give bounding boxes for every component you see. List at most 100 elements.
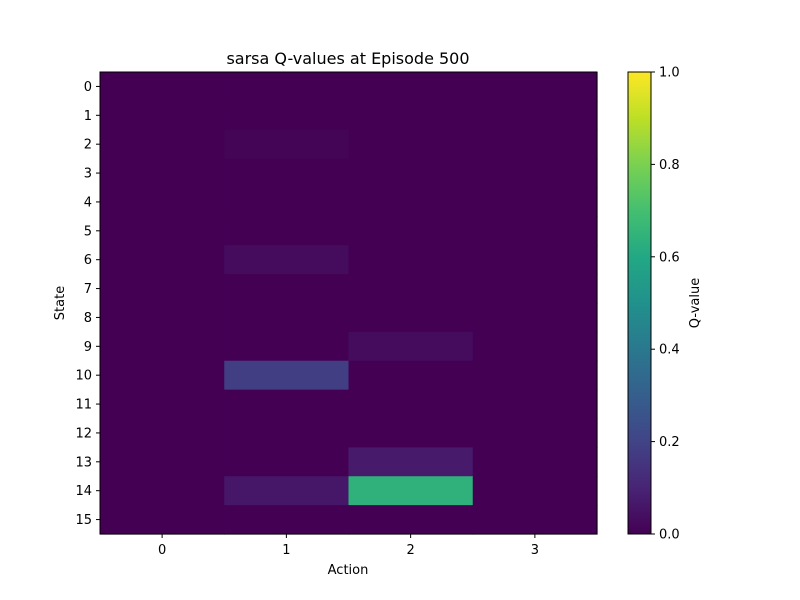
heatmap-cell bbox=[224, 245, 350, 275]
heatmap-cell bbox=[472, 389, 598, 420]
heatmap-cell bbox=[100, 476, 225, 506]
heatmap-cell bbox=[224, 418, 350, 448]
heatmap-cell bbox=[472, 303, 598, 333]
y-tick-label: 5 bbox=[84, 224, 92, 239]
heatmap-cell bbox=[348, 100, 474, 131]
heatmap-cell bbox=[100, 447, 225, 477]
heatmap-cell bbox=[472, 158, 598, 189]
heatmap-cell bbox=[224, 476, 350, 506]
heatmap-cell bbox=[224, 158, 350, 189]
colorbar-tick-label: 0.4 bbox=[659, 343, 680, 358]
heatmap-cell bbox=[100, 331, 225, 362]
x-tick-label: 3 bbox=[531, 543, 539, 558]
heatmap-cell bbox=[100, 274, 225, 304]
x-tick-label: 2 bbox=[406, 543, 414, 558]
heatmap-cell bbox=[348, 216, 474, 246]
heatmap-cell bbox=[472, 216, 598, 246]
heatmap-cells bbox=[100, 72, 598, 535]
heatmap-cell bbox=[224, 447, 350, 477]
heatmap-cell bbox=[472, 72, 598, 102]
colorbar-tick-label: 0.2 bbox=[659, 435, 680, 450]
y-tick-label: 15 bbox=[75, 513, 92, 528]
heatmap-cell bbox=[224, 187, 350, 217]
heatmap-cell bbox=[224, 360, 350, 391]
heatmap-cell bbox=[472, 245, 598, 275]
heatmap-cell bbox=[472, 129, 598, 160]
colorbar-tick-label: 0.8 bbox=[659, 158, 680, 173]
heatmap-cell bbox=[100, 72, 225, 102]
heatmap-cell bbox=[348, 418, 474, 448]
heatmap-cell bbox=[348, 274, 474, 304]
y-tick-label: 2 bbox=[84, 138, 92, 153]
heatmap-cell bbox=[348, 158, 474, 189]
heatmap-cell bbox=[472, 331, 598, 362]
heatmap-cell bbox=[224, 216, 350, 246]
heatmap-cell bbox=[348, 331, 474, 362]
heatmap-cell bbox=[472, 447, 598, 477]
heatmap-cell bbox=[472, 100, 598, 131]
heatmap-cell bbox=[348, 476, 474, 506]
chart-title: sarsa Q-values at Episode 500 bbox=[226, 49, 469, 68]
heatmap-cell bbox=[348, 360, 474, 391]
y-tick-label: 6 bbox=[84, 253, 92, 268]
heatmap-cell bbox=[224, 303, 350, 333]
y-tick-label: 14 bbox=[75, 484, 92, 499]
heatmap-cell bbox=[100, 303, 225, 333]
heatmap-cell bbox=[100, 245, 225, 275]
colorbar-tick-label: 0.0 bbox=[659, 528, 680, 543]
colorbar-label: Q-value bbox=[688, 278, 703, 328]
heatmap-cell bbox=[472, 360, 598, 391]
x-tick-label: 1 bbox=[282, 543, 290, 558]
heatmap-cell bbox=[348, 245, 474, 275]
y-tick-label: 0 bbox=[84, 80, 92, 95]
heatmap-cell bbox=[348, 303, 474, 333]
heatmap-cell bbox=[224, 505, 350, 535]
heatmap-cell bbox=[100, 129, 225, 160]
heatmap-cell bbox=[472, 505, 598, 535]
heatmap-cell bbox=[224, 274, 350, 304]
heatmap-cell bbox=[348, 129, 474, 160]
heatmap-cell bbox=[224, 331, 350, 362]
y-tick-label: 8 bbox=[84, 311, 92, 326]
heatmap-cell bbox=[100, 100, 225, 131]
heatmap-cell bbox=[472, 476, 598, 506]
colorbar-tick-label: 0.6 bbox=[659, 250, 680, 265]
heatmap-cell bbox=[100, 216, 225, 246]
x-axis-label: Action bbox=[328, 563, 369, 578]
heatmap-cell bbox=[348, 187, 474, 217]
heatmap-cell bbox=[100, 360, 225, 391]
heatmap-cell bbox=[224, 100, 350, 131]
heatmap-cell bbox=[472, 274, 598, 304]
y-axis-label: State bbox=[53, 286, 68, 320]
colorbar-tick-label: 1.0 bbox=[659, 66, 680, 81]
y-tick-label: 4 bbox=[84, 195, 92, 210]
heatmap-cell bbox=[348, 72, 474, 102]
heatmap-cell bbox=[100, 158, 225, 189]
x-axis-ticks: 0 1 2 3 bbox=[158, 534, 539, 558]
heatmap-cell bbox=[348, 505, 474, 535]
y-tick-label: 11 bbox=[75, 398, 92, 413]
heatmap-cell bbox=[348, 389, 474, 420]
heatmap-cell bbox=[224, 72, 350, 102]
y-tick-label: 7 bbox=[84, 282, 92, 297]
y-tick-label: 3 bbox=[84, 167, 92, 182]
heatmap-cell bbox=[100, 187, 225, 217]
y-tick-label: 1 bbox=[84, 109, 92, 124]
heatmap-cell bbox=[100, 389, 225, 420]
heatmap-cell bbox=[224, 129, 350, 160]
heatmap-cell bbox=[472, 418, 598, 448]
heatmap-cell bbox=[348, 447, 474, 477]
y-tick-label: 12 bbox=[75, 426, 92, 441]
plot-frame bbox=[99, 71, 598, 535]
heatmap-cell bbox=[100, 505, 225, 535]
heatmap-cell bbox=[100, 418, 225, 448]
heatmap-cell bbox=[472, 187, 598, 217]
y-tick-label: 10 bbox=[75, 369, 92, 384]
colorbar bbox=[627, 71, 652, 535]
heatmap-cell bbox=[224, 389, 350, 420]
x-tick-label: 0 bbox=[158, 543, 166, 558]
y-tick-label: 9 bbox=[84, 340, 92, 355]
colorbar-ticks: 0.0 0.2 0.4 0.6 0.8 1.0 bbox=[651, 66, 680, 543]
